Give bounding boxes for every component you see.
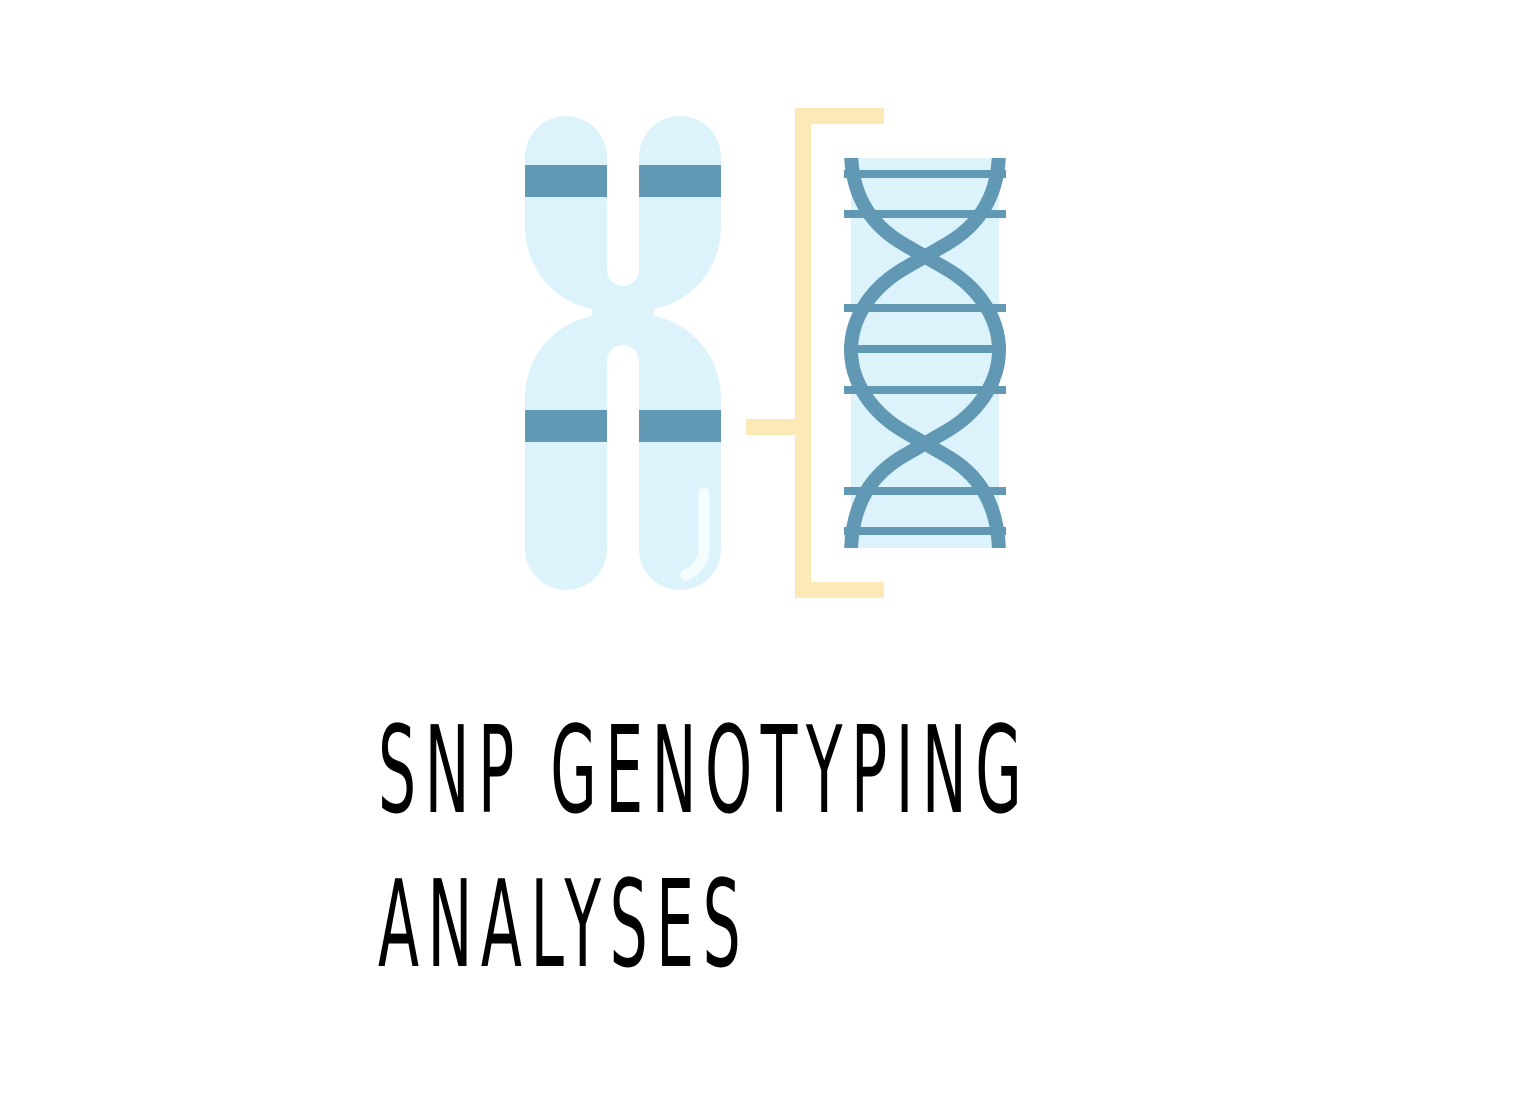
chromosome-band-top-right [639,165,721,197]
title-line-1: SNP GENOTYPING [378,702,1031,841]
chromosome-band-top-left [525,165,607,197]
chromosome-icon [525,116,721,590]
chromosome-body [525,116,721,590]
illustration [525,108,1006,598]
bracket-icon [746,108,884,598]
dna-strands [844,158,1006,548]
title-line-2: ANALYSES [378,856,750,995]
chromosome-highlight [680,487,710,581]
chromosome-band-bottom-left [525,410,607,442]
dna-helix-icon [844,158,1006,548]
chromosome-band-bottom-right [639,410,721,442]
bracket-line [746,108,884,598]
